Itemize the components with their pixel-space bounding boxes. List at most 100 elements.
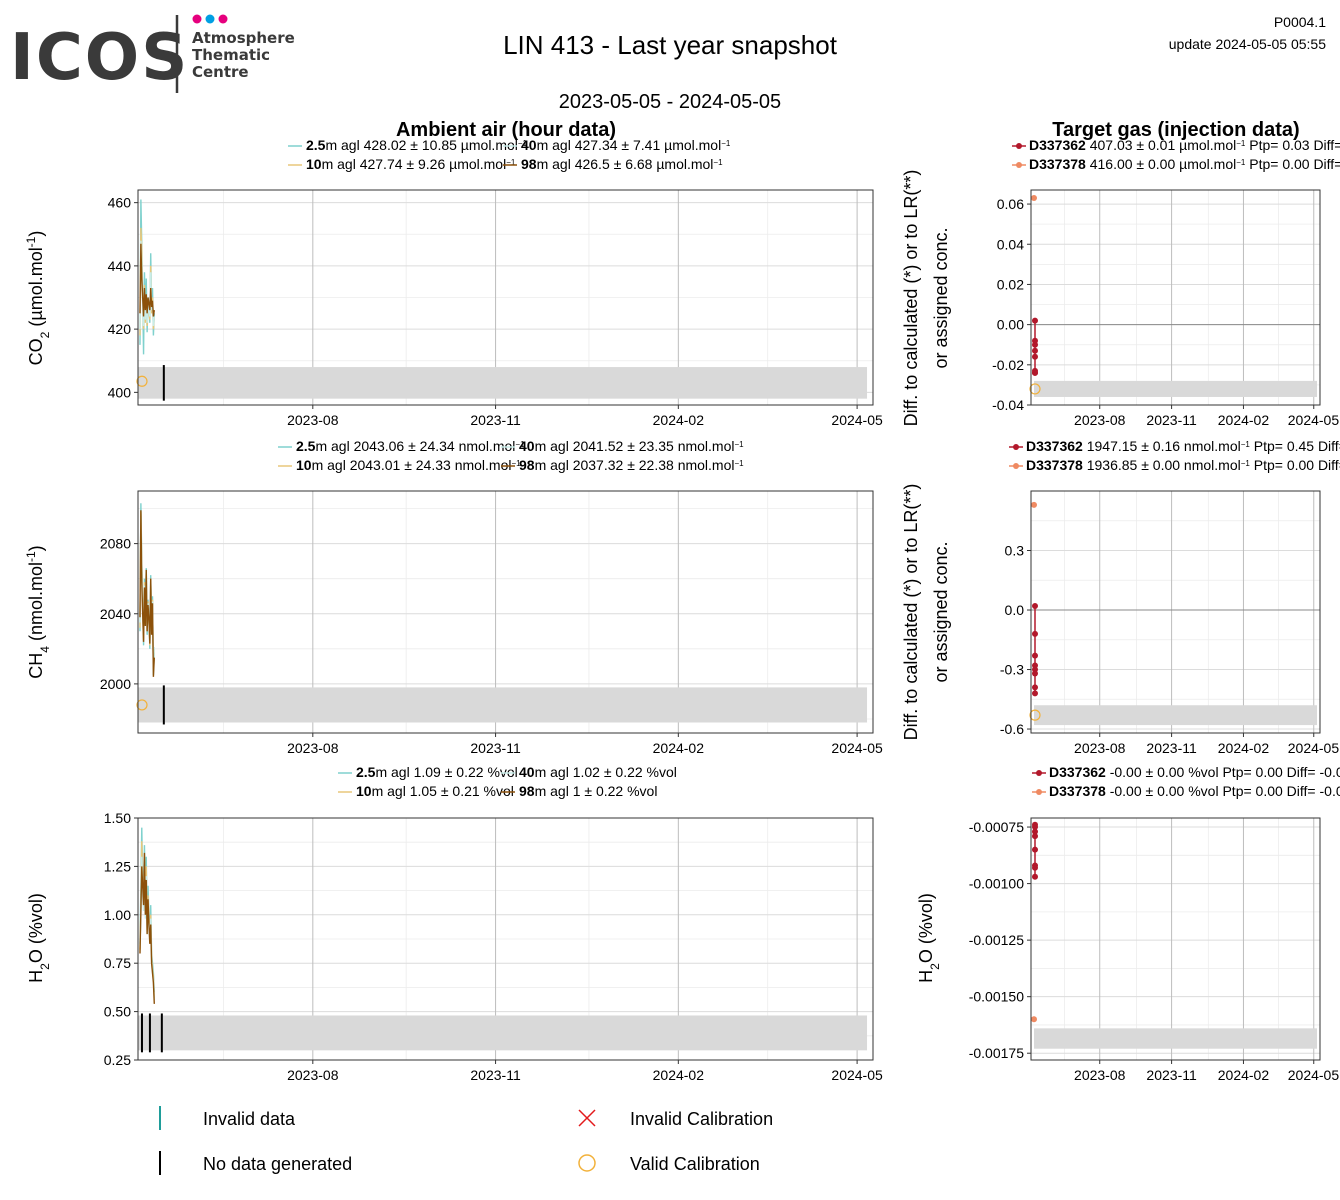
legend-entry-D337378: D337378 1936.85 ± 0.00 nmol.mol−1 Ptp= 0… xyxy=(1026,457,1340,473)
logo-dot-magenta xyxy=(192,14,202,24)
x-tick-label: 2023-08 xyxy=(1074,412,1126,428)
ch4-diff-axis-title-line1: Diff. to calculated (*) or to LR(**) xyxy=(901,484,921,741)
valid-calibration-marker xyxy=(1029,383,1041,395)
y-tick-label: -0.02 xyxy=(992,357,1024,373)
y-tick-label: 1.25 xyxy=(104,858,131,874)
legend-entry-2.5m: 2.5m agl 1.09 ± 0.22 %vol xyxy=(356,764,518,780)
plot-background xyxy=(1031,818,1320,1060)
icos-logo: ICOS Atmosphere Thematic Centre xyxy=(10,14,295,95)
x-tick-label: 2023-11 xyxy=(470,740,521,756)
update-timestamp: update 2024-05-05 05:55 xyxy=(1169,36,1326,52)
legend-entry-40m: 40m agl 1.02 ± 0.22 %vol xyxy=(519,764,677,780)
target-point-D337362 xyxy=(1032,341,1038,348)
ambient-section-title: Ambient air (hour data) xyxy=(396,119,616,141)
report-code: P0004.1 xyxy=(1274,14,1326,30)
x-tick-label: 2023-11 xyxy=(1146,740,1197,756)
co2-ambient-panel: 400 420 440 460 2023-08 2023-11 2024-02 2024-05… xyxy=(108,137,883,428)
y-tick-label: 0.04 xyxy=(997,236,1024,252)
logo-line-1: Atmosphere xyxy=(192,29,295,47)
target-point-D337362 xyxy=(1032,603,1038,610)
page-title: LIN 413 - Last year snapshot xyxy=(503,30,838,60)
valid-calibration-marker xyxy=(136,699,148,711)
y-tick-label: 0.06 xyxy=(997,196,1024,212)
valid-calibration-marker xyxy=(1029,709,1041,721)
legend-dot-D337378 xyxy=(1013,463,1019,469)
legend-entry-D337362: D337362 407.03 ± 0.01 µmol.mol−1 Ptp= 0.… xyxy=(1029,137,1340,153)
series-line-98m xyxy=(139,510,155,677)
reference-band xyxy=(138,687,868,723)
plot-frame xyxy=(1030,189,1321,406)
x-tick-label: 2023-11 xyxy=(470,412,521,428)
y-tick-label: -0.00075 xyxy=(969,819,1024,835)
x-tick-label: 2024-02 xyxy=(1218,740,1270,756)
y-tick-label: 440 xyxy=(108,258,132,274)
x-tick-label: 2023-11 xyxy=(470,1067,521,1083)
legend-entry-D337362: D337362 1947.15 ± 0.16 nmol.mol−1 Ptp= 0… xyxy=(1026,438,1340,454)
target-point-D337362 xyxy=(1032,690,1038,697)
h2o-target-panel: -0.00175 -0.00150 -0.00125 -0.00100 -0.00075… xyxy=(969,764,1340,1083)
target-point-D337362 xyxy=(1032,828,1038,835)
target-point-D337362 xyxy=(1032,833,1038,840)
plot-frame xyxy=(1030,817,1321,1061)
y-tick-label: 0.0 xyxy=(1005,602,1025,618)
bottom-legend: Invalid data No data generated Invalid C… xyxy=(159,1106,773,1175)
target-point-D337362 xyxy=(1032,317,1038,324)
valid-calibration-label: Valid Calibration xyxy=(630,1154,760,1174)
plot-background xyxy=(1031,491,1320,733)
legend-entry-98m: 98m agl 1 ± 0.22 %vol xyxy=(519,783,657,799)
legend-entry-2.5m: 2.5m agl 428.02 ± 10.85 µmol.mol−1 xyxy=(306,137,528,153)
legend-entry-D337378: D337378 -0.00 ± 0.00 %vol Ptp= 0.00 Diff… xyxy=(1049,783,1340,799)
co2-target-panel: -0.04 -0.02 0.00 0.02 0.04 0.06 2023-08 2023-11… xyxy=(992,137,1340,428)
y-tick-label: 2000 xyxy=(100,676,131,692)
legend-entry-10m: 10m agl 427.74 ± 9.26 µmol.mol−1 xyxy=(306,156,516,172)
legend-entry-D337362: D337362 -0.00 ± 0.00 %vol Ptp= 0.00 Diff… xyxy=(1049,764,1340,780)
legend-dot-D337362 xyxy=(1013,444,1019,450)
y-tick-label: 420 xyxy=(108,321,132,337)
x-tick-label: 2023-08 xyxy=(287,1067,339,1083)
x-tick-label: 2023-11 xyxy=(1146,1067,1197,1083)
y-tick-label: 1.50 xyxy=(104,810,131,826)
x-tick-label: 2023-08 xyxy=(287,740,339,756)
target-point-D337362 xyxy=(1032,824,1038,831)
target-point-D337362 xyxy=(1032,347,1038,354)
y-tick-label: 2040 xyxy=(100,606,131,622)
ch4-ambient-panel: 2000 2040 2080 2023-08 2023-11 2024-02 2024-05… xyxy=(100,438,883,756)
legend-dot-D337378 xyxy=(1016,162,1022,168)
x-tick-label: 2024-02 xyxy=(653,1067,705,1083)
series-line-98m xyxy=(139,243,155,317)
target-point-D337378 xyxy=(1031,501,1037,508)
y-tick-label: 400 xyxy=(108,384,132,400)
logo-word: ICOS xyxy=(10,21,189,95)
legend-dot-D337362 xyxy=(1016,143,1022,149)
target-section-title: Target gas (injection data) xyxy=(1052,119,1299,141)
plot-background xyxy=(1031,190,1320,405)
co2-axis-title: CO2 (µmol.mol-1) xyxy=(24,231,52,366)
legend-dot-D337362 xyxy=(1036,770,1042,776)
logo-dot-blue xyxy=(205,14,215,24)
x-tick-label: 2024-02 xyxy=(1218,412,1270,428)
ch4-axis-title: CH4 (nmol.mol-1) xyxy=(24,545,52,678)
invalid-calibration-cross-icon xyxy=(578,1109,596,1127)
legend-entry-D337378: D337378 416.00 ± 0.00 µmol.mol−1 Ptp= 0.… xyxy=(1029,156,1340,172)
target-point-D337362 xyxy=(1032,670,1038,677)
valid-calibration-marker xyxy=(136,375,148,387)
y-tick-label: -0.00100 xyxy=(969,876,1024,892)
x-tick-label: 2024-05 xyxy=(1288,740,1340,756)
ch4-target-panel: -0.6 -0.3 0.0 0.3 2023-08 2023-11 2024-02 2024-… xyxy=(1000,438,1340,756)
legend-dot-D337378 xyxy=(1036,789,1042,795)
target-point-D337362 xyxy=(1032,652,1038,659)
plot-frame xyxy=(137,189,874,406)
logo-line-2: Thematic xyxy=(192,46,270,64)
y-tick-label: -0.6 xyxy=(1000,721,1024,737)
target-point-D337362 xyxy=(1032,684,1038,691)
legend-entry-40m: 40m agl 427.34 ± 7.41 µmol.mol−1 xyxy=(521,137,731,153)
y-tick-label: -0.00150 xyxy=(969,989,1024,1005)
y-tick-label: 0.25 xyxy=(104,1052,131,1068)
target-point-D337362 xyxy=(1032,353,1038,360)
target-point-D337362 xyxy=(1032,873,1038,880)
h2o-axis-title: H2O (%vol) xyxy=(26,893,52,983)
legend-entry-98m: 98m agl 426.5 ± 6.68 µmol.mol−1 xyxy=(521,156,723,172)
target-point-D337362 xyxy=(1032,846,1038,853)
x-tick-label: 2023-11 xyxy=(1146,412,1197,428)
